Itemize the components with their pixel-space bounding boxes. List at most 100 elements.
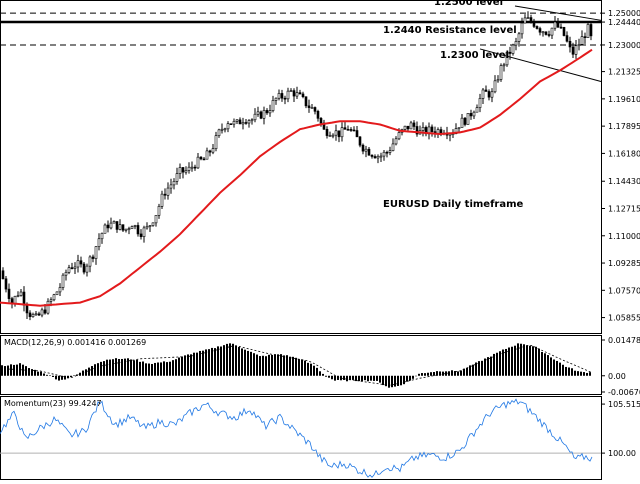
macd-bar: [70, 375, 72, 378]
candle-body: [115, 221, 119, 230]
candle-body: [505, 51, 509, 66]
candle-body: [430, 126, 434, 132]
macd-bar: [142, 361, 144, 376]
macd-bar: [376, 375, 378, 381]
macd-bar: [574, 370, 576, 376]
candle-body: [274, 97, 278, 101]
macd-bar: [115, 358, 117, 376]
candle-body: [520, 22, 524, 35]
candle-body: [193, 166, 197, 169]
macd-bar: [289, 356, 291, 376]
macd-bar: [187, 354, 189, 376]
macd-bar: [319, 371, 321, 376]
macd-bar: [541, 351, 543, 376]
candle-body: [577, 44, 581, 47]
candle-body: [331, 134, 335, 137]
macd-bar: [550, 357, 552, 376]
candle-body: [199, 156, 203, 160]
price-axis-tick-label: 1.23000: [608, 41, 640, 50]
candle-body: [367, 148, 371, 156]
candle-body: [568, 40, 572, 48]
macd-bar: [13, 364, 15, 376]
candle-body: [562, 27, 566, 36]
macd-bar: [214, 348, 216, 376]
candle-body: [151, 222, 155, 226]
momentum-axis-tick-label: 100.00: [608, 449, 636, 458]
macd-bar: [148, 363, 150, 376]
candle-body: [352, 129, 356, 132]
candle-body: [421, 127, 425, 131]
macd-bar: [538, 348, 540, 376]
macd-bar: [394, 375, 396, 387]
momentum-axis-tick-label: 105.5154: [608, 400, 640, 409]
candle-body: [403, 125, 407, 130]
candle-body: [79, 260, 83, 265]
candle-body: [13, 295, 17, 304]
candle-body: [133, 225, 137, 227]
macd-bar: [565, 366, 567, 376]
candle-body: [580, 36, 584, 45]
candle-body: [223, 128, 227, 131]
macd-bar: [64, 375, 66, 380]
macd-bar: [37, 371, 39, 376]
macd-bar: [421, 373, 423, 376]
candle-body: [190, 166, 194, 169]
candle-body: [385, 151, 389, 154]
candle-body: [499, 65, 503, 80]
macd-bar: [346, 375, 348, 382]
candle-body: [235, 119, 239, 122]
macd-bar: [280, 354, 282, 376]
candle-body: [406, 125, 410, 130]
macd-bar: [334, 375, 336, 381]
candle-body: [124, 228, 128, 231]
channel-top-line: [514, 5, 602, 21]
candle-body: [373, 156, 377, 159]
candle-body: [289, 90, 293, 92]
macd-bar: [253, 353, 255, 376]
macd-bar: [364, 375, 366, 381]
candle-body: [544, 31, 548, 35]
candle-body: [22, 291, 26, 306]
macd-bar: [442, 371, 444, 376]
candle-body: [553, 21, 557, 29]
macd-bar: [310, 363, 312, 376]
candle-body: [571, 46, 575, 55]
candle-body: [376, 156, 380, 159]
macd-bar: [43, 373, 45, 376]
candle-body: [244, 122, 248, 124]
macd-bar: [94, 364, 96, 376]
candle-body: [64, 272, 68, 276]
candle-body: [58, 287, 62, 293]
macd-bar: [274, 354, 276, 376]
macd-bar: [571, 368, 573, 376]
macd-bar: [256, 354, 258, 376]
macd-bar: [370, 375, 372, 381]
candle-body: [40, 309, 44, 316]
candle-body: [181, 167, 185, 173]
candle-body: [487, 91, 491, 98]
candle-body: [559, 26, 563, 29]
candle-body: [208, 150, 212, 153]
candle-body: [169, 184, 173, 189]
candle-body: [241, 122, 245, 125]
macd-bar: [154, 362, 156, 376]
candle-body: [247, 120, 251, 124]
macd-bar: [211, 347, 213, 376]
candle-body: [334, 130, 338, 136]
macd-bar: [109, 359, 111, 376]
macd-bar: [88, 367, 90, 376]
macd-bar: [73, 375, 75, 377]
macd-bar: [145, 363, 147, 376]
candle-body: [19, 291, 23, 296]
candle-body: [175, 173, 179, 182]
macd-bar: [355, 375, 357, 382]
candle-body: [265, 110, 269, 114]
candle-body: [514, 41, 518, 46]
candle-body: [586, 24, 590, 38]
macd-bar: [511, 346, 513, 376]
macd-bar: [49, 375, 51, 376]
candle-body: [202, 158, 206, 161]
macd-bar: [412, 375, 414, 379]
